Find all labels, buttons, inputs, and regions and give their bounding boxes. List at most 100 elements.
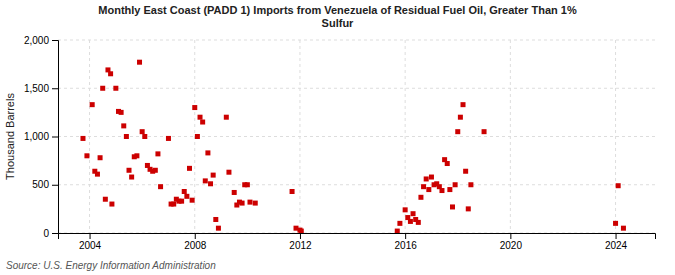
point bbox=[119, 110, 124, 115]
points bbox=[80, 60, 625, 233]
grid-line bbox=[615, 40, 616, 233]
tick-label: 2004 bbox=[79, 240, 102, 251]
tick-mark bbox=[52, 137, 58, 138]
chart: 2004 2008 2012 2016 2020 2024 0 500 1,000 1,500 2,… bbox=[0, 0, 675, 275]
point bbox=[397, 221, 402, 226]
point bbox=[226, 170, 231, 175]
tick: 500 bbox=[32, 179, 58, 190]
x-axis: 2004 2008 2012 2016 2020 2024 bbox=[59, 233, 656, 251]
point bbox=[468, 182, 473, 187]
point bbox=[109, 202, 114, 207]
point bbox=[108, 71, 113, 76]
grid bbox=[58, 40, 655, 233]
tick-mark bbox=[616, 233, 617, 239]
point bbox=[621, 226, 626, 231]
point bbox=[182, 189, 187, 194]
grid-line bbox=[510, 40, 511, 233]
y-axis: 0 500 1,000 1,500 2,000 bbox=[24, 35, 59, 239]
point bbox=[411, 211, 416, 216]
point bbox=[195, 134, 200, 139]
point bbox=[95, 172, 100, 177]
point bbox=[166, 136, 171, 141]
point bbox=[129, 175, 134, 180]
point bbox=[190, 198, 195, 203]
point bbox=[245, 182, 250, 187]
tick-mark bbox=[52, 185, 58, 186]
point bbox=[192, 105, 197, 110]
point bbox=[421, 184, 426, 189]
point bbox=[90, 102, 95, 107]
tick-label: 2008 bbox=[184, 240, 207, 251]
point bbox=[98, 155, 103, 160]
tick-mark bbox=[405, 233, 406, 239]
point bbox=[616, 183, 621, 188]
grid-line bbox=[405, 40, 406, 233]
point bbox=[395, 229, 400, 233]
point bbox=[224, 115, 229, 120]
point bbox=[198, 115, 203, 120]
tick-mark bbox=[52, 88, 58, 89]
point bbox=[200, 120, 205, 125]
point bbox=[247, 200, 252, 205]
point bbox=[445, 161, 450, 166]
point bbox=[290, 189, 295, 194]
point bbox=[113, 86, 118, 91]
point bbox=[203, 178, 208, 183]
point bbox=[155, 151, 160, 156]
point bbox=[158, 184, 163, 189]
point bbox=[240, 201, 245, 206]
point bbox=[187, 166, 192, 171]
grid-line bbox=[58, 88, 655, 89]
tick-label: 1,500 bbox=[24, 83, 49, 94]
tick: 2004 bbox=[79, 233, 102, 251]
tick: 2012 bbox=[289, 233, 312, 251]
point bbox=[137, 60, 142, 65]
y-axis-title: Thousand Barrels bbox=[4, 93, 16, 180]
grid-line bbox=[58, 184, 655, 185]
grid-line bbox=[299, 40, 300, 233]
point bbox=[184, 194, 189, 199]
tick-label: 2012 bbox=[289, 240, 312, 251]
tick: 2024 bbox=[605, 233, 628, 251]
point bbox=[211, 173, 216, 178]
point bbox=[429, 175, 434, 180]
tick-label: 2016 bbox=[395, 240, 418, 251]
point bbox=[121, 123, 126, 128]
point bbox=[171, 202, 176, 207]
axis-line bbox=[59, 234, 656, 240]
point bbox=[213, 217, 218, 222]
point bbox=[205, 150, 210, 155]
point bbox=[426, 187, 431, 192]
point bbox=[482, 129, 487, 134]
tick-mark bbox=[90, 233, 91, 239]
point bbox=[418, 195, 423, 200]
grid-line bbox=[58, 40, 655, 41]
tick-label: 1,000 bbox=[24, 131, 49, 142]
source-note: Source: U.S. Energy Information Administ… bbox=[6, 260, 216, 271]
point bbox=[403, 207, 408, 212]
point bbox=[450, 204, 455, 209]
tick: 2016 bbox=[395, 233, 418, 251]
tick: 2,000 bbox=[24, 35, 58, 46]
tick-label: 500 bbox=[32, 179, 49, 190]
axis-line bbox=[52, 41, 59, 234]
point bbox=[424, 176, 429, 181]
title: Monthly East Coast (PADD 1) Imports from… bbox=[98, 4, 577, 29]
point bbox=[439, 188, 444, 193]
tick: 0 bbox=[43, 228, 58, 239]
point bbox=[455, 129, 460, 134]
tick: 2020 bbox=[500, 233, 523, 251]
point bbox=[100, 86, 105, 91]
point bbox=[461, 102, 466, 107]
point bbox=[466, 206, 471, 211]
tick-label: 0 bbox=[43, 228, 49, 239]
tick: 1,500 bbox=[24, 83, 58, 94]
point bbox=[84, 153, 89, 158]
point bbox=[127, 168, 132, 173]
point bbox=[232, 190, 237, 195]
point bbox=[153, 168, 158, 173]
tick-label: 2,000 bbox=[24, 35, 49, 46]
point bbox=[253, 201, 258, 206]
point bbox=[216, 226, 221, 231]
point bbox=[179, 199, 184, 204]
